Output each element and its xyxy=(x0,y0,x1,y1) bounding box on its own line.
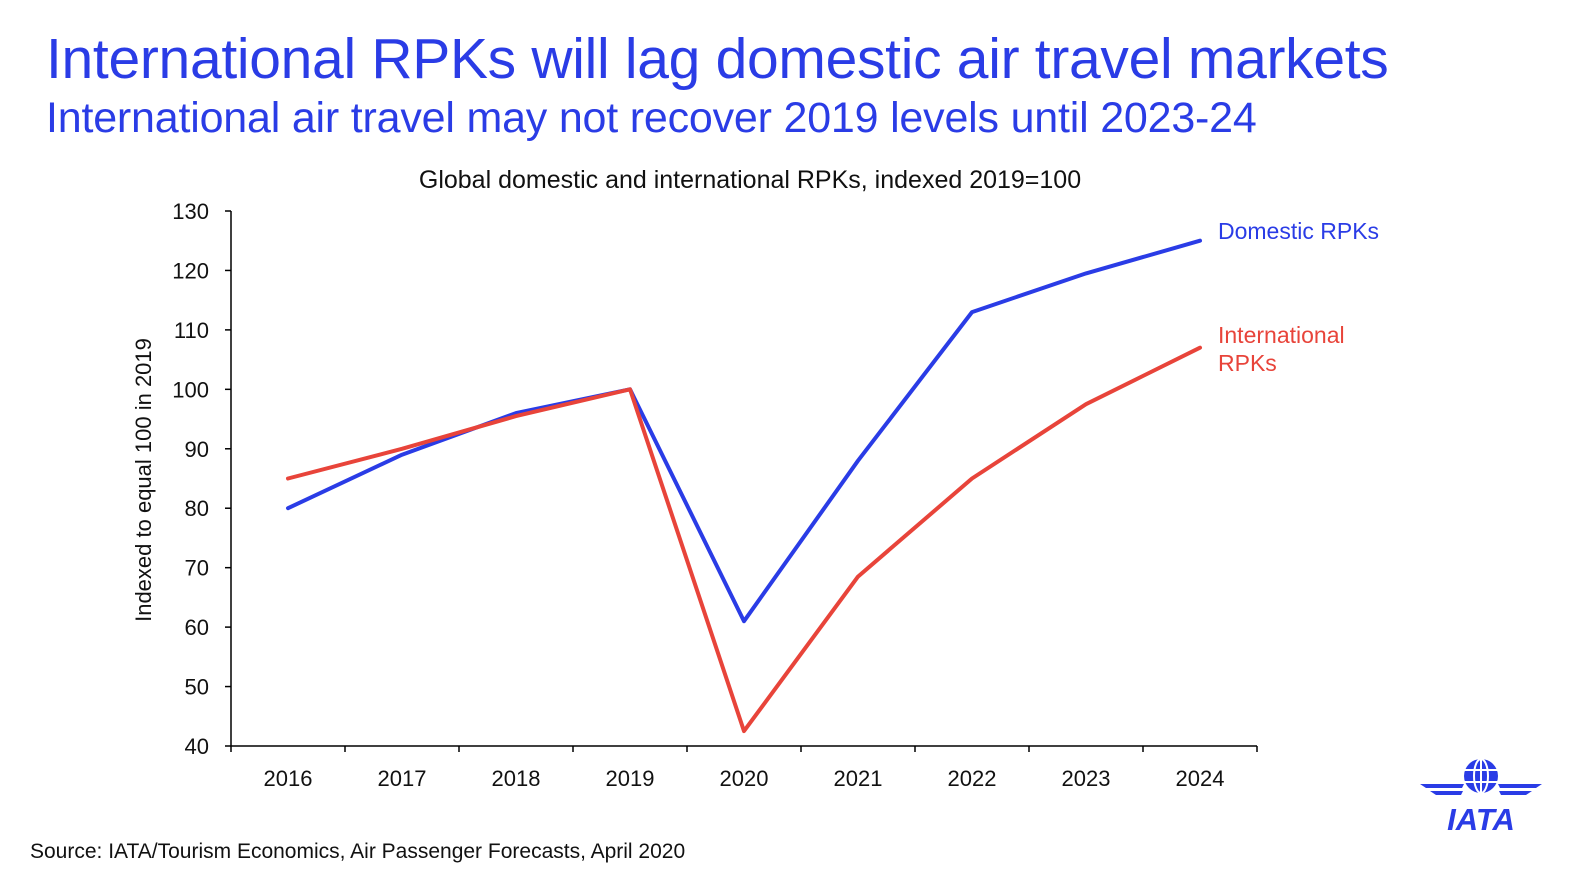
x-tick-label: 2021 xyxy=(834,766,883,791)
subheadline: International air travel may not recover… xyxy=(46,94,1257,142)
y-tick-label: 60 xyxy=(185,615,209,640)
x-tick-label: 2019 xyxy=(606,766,655,791)
source-note: Source: IATA/Tourism Economics, Air Pass… xyxy=(30,840,686,863)
series-label-domestic: Domestic RPKs xyxy=(1218,218,1379,244)
series-label-line: Domestic RPKs xyxy=(1218,218,1379,244)
x-tick-label: 2022 xyxy=(948,766,997,791)
headline: International RPKs will lag domestic air… xyxy=(46,27,1389,91)
y-tick-label: 40 xyxy=(185,734,209,759)
x-tick-label: 2024 xyxy=(1176,766,1225,791)
y-tick-label: 90 xyxy=(185,437,209,462)
series-layer: Domestic RPKs International RPKs xyxy=(286,218,1379,734)
y-axis-label: Indexed to equal 100 in 2019 xyxy=(131,338,156,622)
y-tick-label: 120 xyxy=(172,258,209,283)
logo-text: IATA xyxy=(1447,802,1515,836)
y-tick-label: 70 xyxy=(185,556,209,581)
x-tick-label: 2016 xyxy=(264,766,313,791)
y-tick-label: 80 xyxy=(185,496,209,521)
series-label-line: International xyxy=(1218,322,1345,348)
axes: 130 120 110 100 90 80 70 60 50 40 2016 2017 2018 2019… xyxy=(172,199,1258,791)
y-tick-label: 130 xyxy=(172,199,209,224)
y-tick-label: 100 xyxy=(172,377,209,402)
series-label-line: RPKs xyxy=(1218,350,1277,376)
y-tick-label: 50 xyxy=(185,675,209,700)
series-label-international: International RPKs xyxy=(1218,322,1345,376)
series-line-international xyxy=(286,345,1202,734)
globe-wings-icon xyxy=(1420,758,1542,795)
y-tick-label: 110 xyxy=(174,318,209,343)
chart-title: Global domestic and international RPKs, … xyxy=(419,166,1081,194)
x-tick-label: 2023 xyxy=(1062,766,1111,791)
x-tick-label: 2020 xyxy=(720,766,769,791)
x-tick-label: 2017 xyxy=(378,766,427,791)
iata-logo: IATA xyxy=(1420,758,1542,836)
series-line-domestic xyxy=(286,238,1202,624)
x-tick-label: 2018 xyxy=(492,766,541,791)
